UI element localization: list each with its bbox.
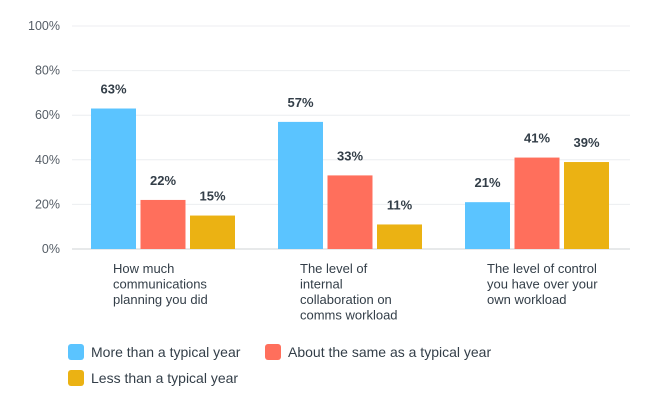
data-labels-group: 63% 22% 15% 57% 33% 11% 21% 41% 39% [100, 82, 599, 213]
bar-cat0-series1[interactable] [140, 199, 186, 249]
y-tick-label-20: 20% [35, 197, 60, 211]
legend-swatch-more [68, 344, 84, 360]
legend-item-less[interactable]: Less than a typical year [68, 370, 238, 386]
data-label-cat0-series2: 15% [199, 189, 225, 204]
data-label-cat1-series0: 57% [287, 95, 313, 110]
legend-item-same[interactable]: About the same as a typical year [265, 344, 491, 360]
data-label-cat1-series1: 33% [337, 148, 363, 163]
bar-cat2-series0[interactable] [465, 202, 510, 249]
bar-cat0-series0[interactable] [91, 108, 136, 249]
x-category-label-2: The level of control you have over your ow… [487, 261, 598, 307]
bars-group [91, 108, 609, 249]
bar-cat1-series0[interactable] [278, 121, 323, 249]
data-label-cat2-series0: 21% [474, 175, 500, 190]
y-axis-tick-labels: 0% 20% 40% 60% 80% 100% [28, 19, 60, 256]
data-label-cat2-series1: 41% [524, 131, 550, 146]
bar-cat1-series1[interactable] [327, 175, 373, 249]
bar-cat2-series2[interactable] [564, 162, 609, 249]
bar-cat0-series2[interactable] [190, 215, 235, 249]
data-label-cat1-series2: 11% [387, 197, 413, 212]
bar-cat2-series1[interactable] [514, 157, 560, 249]
legend-label-more: More than a typical year [91, 344, 241, 360]
legend-item-more[interactable]: More than a typical year [68, 344, 240, 360]
legend-swatch-same [265, 344, 281, 360]
x-axis-category-labels: How much communications planning you did Th… [113, 261, 598, 323]
data-label-cat0-series0: 63% [100, 82, 126, 97]
x-category-label-0: How much communications planning you did [113, 261, 208, 307]
y-tick-label-0: 0% [42, 242, 60, 256]
y-tick-label-80: 80% [35, 64, 60, 78]
y-tick-label-40: 40% [35, 153, 60, 167]
legend-label-same: About the same as a typical year [288, 344, 492, 360]
y-tick-label-100: 100% [28, 19, 60, 33]
x-category-label-1: The level of internal collaboration on comm… [300, 261, 398, 323]
legend-label-less: Less than a typical year [91, 370, 239, 386]
bar-cat1-series2[interactable] [377, 224, 422, 249]
data-label-cat0-series1: 22% [150, 173, 176, 188]
legend-swatch-less [68, 370, 84, 386]
bar-chart: 0% 20% 40% 60% 80% 100% 63% 22% 15% 57% 33% 11% 21%… [28, 19, 630, 323]
y-tick-label-60: 60% [35, 108, 60, 122]
data-label-cat2-series2: 39% [573, 135, 599, 150]
